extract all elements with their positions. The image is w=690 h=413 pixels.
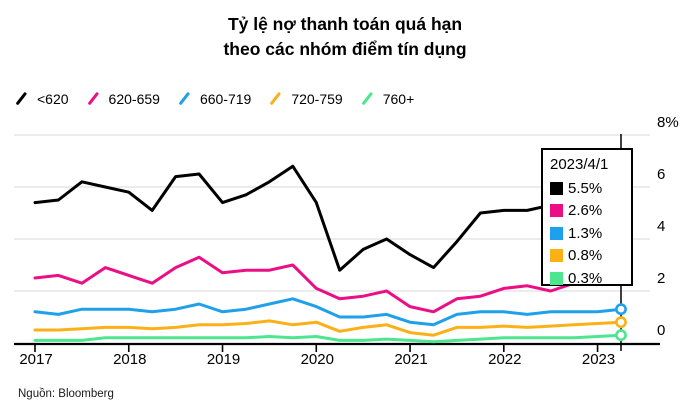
tooltip-value: 0.8%	[568, 247, 603, 265]
x-axis-label-year: 2023	[582, 351, 615, 368]
tooltip-row: 0.8%	[550, 245, 624, 268]
hover-marker	[615, 303, 627, 316]
hover-tooltip: 2023/4/1 5.5% 2.6% 1.3% 0.8% 0.3%	[541, 148, 633, 287]
tooltip-row: 5.5%	[550, 177, 624, 200]
source-credit: Nguồn: Bloomberg	[18, 388, 114, 400]
legend: <620 620-659 660-719 720-759 760+	[14, 91, 414, 107]
legend-item-<620: <620	[14, 91, 69, 107]
series-line-660719	[33, 297, 623, 327]
tooltip-row: 0.3%	[550, 267, 624, 290]
legend-label: 760+	[382, 91, 415, 107]
chart-title-line1: Tỷ lệ nợ thanh toán quá hạn	[227, 14, 463, 34]
chart-title-line2: theo các nhóm điểm tín dụng	[223, 39, 467, 59]
tooltip-value: 0.3%	[568, 269, 603, 287]
tooltip-value: 2.6%	[568, 202, 603, 220]
hover-marker	[615, 329, 627, 342]
y-axis-label-2: 2	[657, 270, 665, 287]
chart-title: Tỷ lệ nợ thanh toán quá hạn theo các nhó…	[0, 12, 690, 62]
x-axis-label-year: 2021	[394, 351, 427, 368]
tooltip-date: 2023/4/1	[550, 156, 609, 173]
series-line-760+	[33, 333, 623, 344]
legend-item-660719: 660-719	[177, 91, 251, 107]
tooltip-series-swatch-icon	[550, 249, 563, 263]
tooltip-series-swatch-icon	[550, 204, 563, 218]
hover-marker	[615, 316, 627, 329]
tooltip-series-swatch-icon	[550, 226, 563, 240]
x-axis-label-year: 2017	[19, 351, 52, 368]
series-line-620659	[33, 255, 623, 314]
x-axis-label-year: 2019	[207, 351, 240, 368]
tooltip-row: 2.6%	[550, 200, 624, 223]
legend-label: 620-659	[108, 91, 160, 107]
x-axis-label-year: 2020	[301, 351, 334, 368]
legend-label: 720-759	[291, 91, 343, 107]
series-line-<620	[33, 164, 623, 272]
series-line-720759	[33, 319, 623, 337]
legend-item-760+: 760+	[360, 91, 415, 107]
tooltip-series-swatch-icon	[550, 181, 563, 195]
y-axis-label-8: 8%	[657, 114, 679, 131]
y-axis-label-6: 6	[657, 166, 665, 183]
x-axis-label-year: 2022	[488, 351, 521, 368]
tooltip-row: 1.3%	[550, 222, 624, 245]
x-axis-label-year: 2018	[113, 351, 146, 368]
legend-label: 660-719	[199, 91, 252, 107]
y-axis-label-4: 4	[657, 218, 665, 235]
y-axis-label-0: 0	[657, 322, 665, 339]
tooltip-value: 5.5%	[568, 179, 603, 197]
legend-item-720759: 720-759	[268, 91, 343, 107]
legend-label: <620	[37, 91, 69, 107]
legend-item-620659: 620-659	[86, 91, 160, 107]
tooltip-series-swatch-icon	[550, 271, 563, 285]
tooltip-value: 1.3%	[568, 224, 603, 242]
